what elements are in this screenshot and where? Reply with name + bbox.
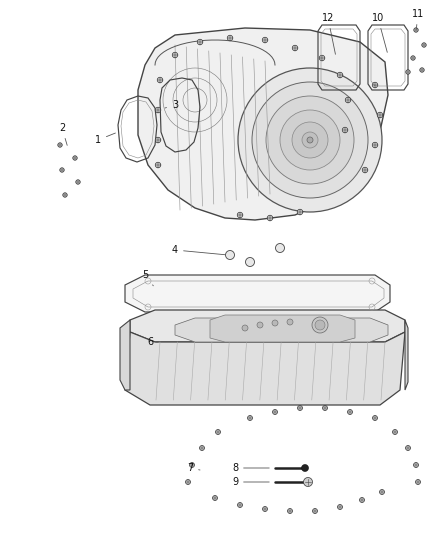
Circle shape	[247, 416, 252, 421]
Circle shape	[312, 317, 328, 333]
Text: 9: 9	[232, 477, 269, 487]
Text: 1: 1	[95, 133, 116, 145]
Circle shape	[186, 480, 191, 484]
Circle shape	[63, 193, 67, 197]
Circle shape	[287, 508, 293, 513]
Circle shape	[373, 416, 378, 421]
Circle shape	[406, 446, 410, 450]
Circle shape	[377, 112, 383, 118]
Circle shape	[362, 167, 368, 173]
Circle shape	[155, 162, 161, 168]
Circle shape	[267, 215, 273, 221]
Circle shape	[372, 82, 378, 88]
Circle shape	[262, 37, 268, 43]
Circle shape	[307, 137, 313, 143]
Circle shape	[238, 68, 382, 212]
Circle shape	[73, 156, 77, 160]
Polygon shape	[125, 332, 405, 405]
Circle shape	[262, 506, 268, 512]
Polygon shape	[175, 318, 388, 342]
Circle shape	[257, 322, 263, 328]
Text: 5: 5	[142, 270, 153, 286]
Circle shape	[237, 503, 243, 507]
Circle shape	[302, 132, 318, 148]
Circle shape	[313, 508, 318, 513]
Text: 6: 6	[147, 337, 158, 347]
Circle shape	[414, 28, 418, 32]
Circle shape	[190, 463, 194, 467]
Polygon shape	[138, 28, 388, 220]
Circle shape	[227, 35, 233, 41]
Polygon shape	[120, 320, 130, 390]
Text: 3: 3	[165, 100, 178, 110]
Text: 4: 4	[172, 245, 225, 255]
Circle shape	[420, 68, 424, 72]
Circle shape	[297, 406, 303, 410]
Circle shape	[411, 56, 415, 60]
Circle shape	[200, 446, 205, 450]
Polygon shape	[130, 310, 405, 342]
Circle shape	[292, 45, 298, 51]
Circle shape	[342, 127, 348, 133]
Circle shape	[297, 209, 303, 215]
Circle shape	[422, 43, 426, 47]
Polygon shape	[405, 320, 408, 390]
Circle shape	[266, 96, 354, 184]
Text: 8: 8	[232, 463, 269, 473]
Circle shape	[252, 82, 368, 198]
Circle shape	[406, 70, 410, 74]
Text: 11: 11	[412, 9, 424, 29]
Circle shape	[276, 244, 285, 253]
Circle shape	[338, 505, 343, 510]
Circle shape	[319, 55, 325, 61]
Circle shape	[304, 478, 312, 487]
Circle shape	[372, 142, 378, 148]
Circle shape	[345, 97, 351, 103]
Circle shape	[242, 325, 248, 331]
Circle shape	[416, 480, 420, 484]
Polygon shape	[125, 275, 390, 312]
Circle shape	[347, 409, 353, 415]
Circle shape	[272, 320, 278, 326]
Circle shape	[212, 496, 218, 500]
Text: 12: 12	[322, 13, 336, 54]
Circle shape	[60, 168, 64, 172]
Circle shape	[392, 430, 397, 434]
Circle shape	[301, 464, 308, 472]
Circle shape	[322, 406, 328, 410]
Circle shape	[155, 107, 161, 113]
Circle shape	[157, 77, 163, 83]
Circle shape	[215, 430, 220, 434]
Text: 2: 2	[59, 123, 67, 146]
Circle shape	[272, 409, 278, 415]
Circle shape	[226, 251, 234, 260]
Circle shape	[315, 320, 325, 330]
Circle shape	[379, 489, 385, 495]
Circle shape	[246, 257, 254, 266]
Circle shape	[172, 52, 178, 58]
Polygon shape	[210, 315, 355, 342]
Circle shape	[280, 110, 340, 170]
Circle shape	[413, 463, 418, 467]
Circle shape	[337, 72, 343, 78]
Circle shape	[360, 497, 364, 503]
Text: 10: 10	[372, 13, 387, 52]
Circle shape	[58, 143, 62, 147]
Circle shape	[76, 180, 80, 184]
Text: 7: 7	[187, 463, 200, 473]
Circle shape	[237, 212, 243, 218]
Circle shape	[292, 122, 328, 158]
Circle shape	[197, 39, 203, 45]
Circle shape	[287, 319, 293, 325]
Circle shape	[155, 138, 161, 143]
